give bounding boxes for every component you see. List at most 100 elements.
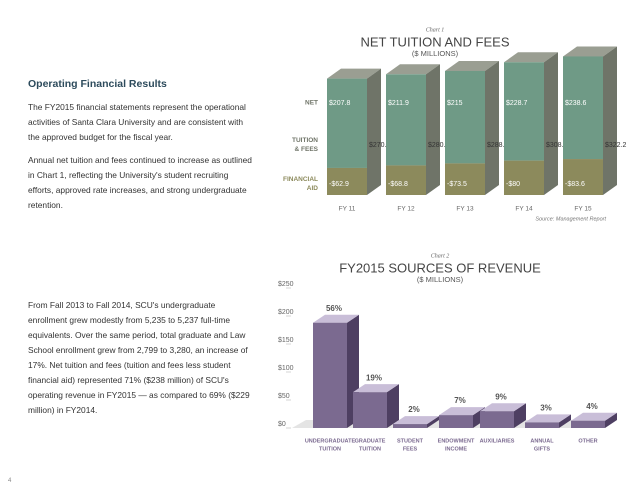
bar (393, 424, 427, 428)
value-label: $238.6 (565, 100, 587, 107)
y-tick-label: $0 (278, 421, 286, 428)
row-label: FINANCIAL (283, 176, 318, 183)
x-tick-label: GRADUATE (355, 438, 386, 444)
share-label: 56% (326, 304, 342, 313)
value-label: -$83.6 (565, 181, 585, 188)
value-label: -$80 (506, 181, 520, 188)
aid-bar (386, 165, 426, 195)
chart-subtitle: ($ MILLIONS) (417, 275, 464, 284)
bar-side (427, 416, 439, 428)
paragraph: The FY2015 financial statements represen… (28, 102, 246, 142)
bar-side (485, 60, 499, 195)
x-tick-label: FY 14 (515, 206, 533, 213)
x-tick-label: FEES (403, 446, 418, 452)
bar-side (603, 46, 617, 196)
x-tick-label: FY 15 (574, 206, 592, 213)
value-label: $308.7 (546, 142, 568, 149)
bar (313, 322, 347, 428)
heading: Operating Financial Results (28, 78, 167, 90)
value-label: $288.5 (487, 142, 509, 149)
y-tick-label: $250 (278, 281, 294, 288)
page-number: 4 (8, 478, 12, 484)
x-tick-label: FY 12 (397, 206, 415, 213)
aid-bar (327, 167, 367, 195)
bar-side (559, 414, 571, 428)
value-label: -$68.8 (388, 181, 408, 188)
chart-label: Chart 2 (431, 253, 450, 259)
x-tick-label: AUXILIARIES (480, 438, 515, 444)
text-block: The FY2015 financial statements represen… (28, 100, 254, 221)
bar (571, 420, 605, 428)
bar-side (544, 52, 558, 195)
paragraph: From Fall 2013 to Fall 2014, SCU's under… (28, 300, 250, 415)
share-label: 4% (586, 402, 598, 411)
x-tick-label: FY 11 (339, 206, 356, 213)
bar (525, 422, 559, 428)
paragraph: Annual net tuition and fees continued to… (28, 155, 252, 210)
chart-title: NET TUITION AND FEES (360, 34, 509, 49)
row-label: & FEES (295, 146, 319, 153)
value-label: -$73.5 (447, 181, 467, 188)
bar (480, 411, 514, 428)
bar-top (393, 416, 439, 425)
value-label: $280.7 (428, 142, 450, 149)
bar-top (480, 403, 526, 412)
share-label: 19% (366, 373, 382, 382)
x-tick-label: FY 13 (456, 206, 474, 213)
x-tick-label: STUDENT (397, 438, 424, 444)
x-tick-label: OTHER (578, 438, 597, 444)
bar-top (504, 52, 558, 63)
bar-top (525, 414, 571, 423)
bar-side (367, 68, 381, 195)
bar (439, 415, 473, 428)
share-label: 2% (408, 405, 420, 414)
value-label: $322.2 (605, 142, 627, 149)
x-tick-label: GIFTS (534, 446, 551, 452)
y-tick-label: $150 (278, 337, 294, 344)
bar-top (313, 314, 359, 323)
bar-top (439, 407, 485, 416)
share-label: 7% (454, 396, 466, 405)
bar-side (387, 384, 399, 428)
y-tick-label: $50 (278, 393, 290, 400)
value-label: $270.7 (369, 142, 391, 149)
bar-top (386, 64, 440, 75)
value-label: $228.7 (506, 100, 528, 107)
x-tick-label: TUITION (359, 446, 381, 452)
bar-side (426, 64, 440, 195)
aid-bar (445, 163, 485, 195)
share-label: 3% (540, 404, 552, 413)
share-label: 9% (495, 392, 507, 401)
x-tick-label: ANNUAL (530, 438, 554, 444)
y-tick-label: $200 (278, 309, 294, 316)
bar-top (563, 46, 617, 57)
bar (353, 392, 387, 428)
chart-title: FY2015 SOURCES OF REVENUE (339, 260, 541, 275)
row-label: TUITION (292, 137, 318, 144)
value-label: -$62.9 (329, 181, 349, 188)
x-tick-label: TUITION (319, 446, 341, 452)
source: Source: Management Report (535, 216, 606, 222)
x-tick-label: ENDOWMENT (438, 438, 475, 444)
text-block: From Fall 2013 to Fall 2014, SCU's under… (28, 298, 254, 426)
net-bar (327, 78, 367, 168)
row-label: NET (305, 100, 318, 107)
bar-side (605, 412, 617, 428)
value-label: $215 (447, 100, 463, 107)
bar-top (327, 68, 381, 79)
bar-top (445, 60, 499, 71)
bar-top (353, 384, 399, 393)
net-bar (386, 74, 426, 166)
chart-subtitle: ($ MILLIONS) (412, 49, 459, 58)
net-bar (504, 62, 544, 161)
x-tick-label: UNDERGRADUATE (305, 438, 356, 444)
row-label: AID (307, 185, 319, 192)
aid-bar (563, 159, 603, 195)
y-tick-label: $100 (278, 365, 294, 372)
bar-top (571, 412, 617, 421)
net-bar (445, 70, 485, 164)
net-bar (563, 56, 603, 160)
chart-label: Chart 1 (426, 27, 445, 33)
